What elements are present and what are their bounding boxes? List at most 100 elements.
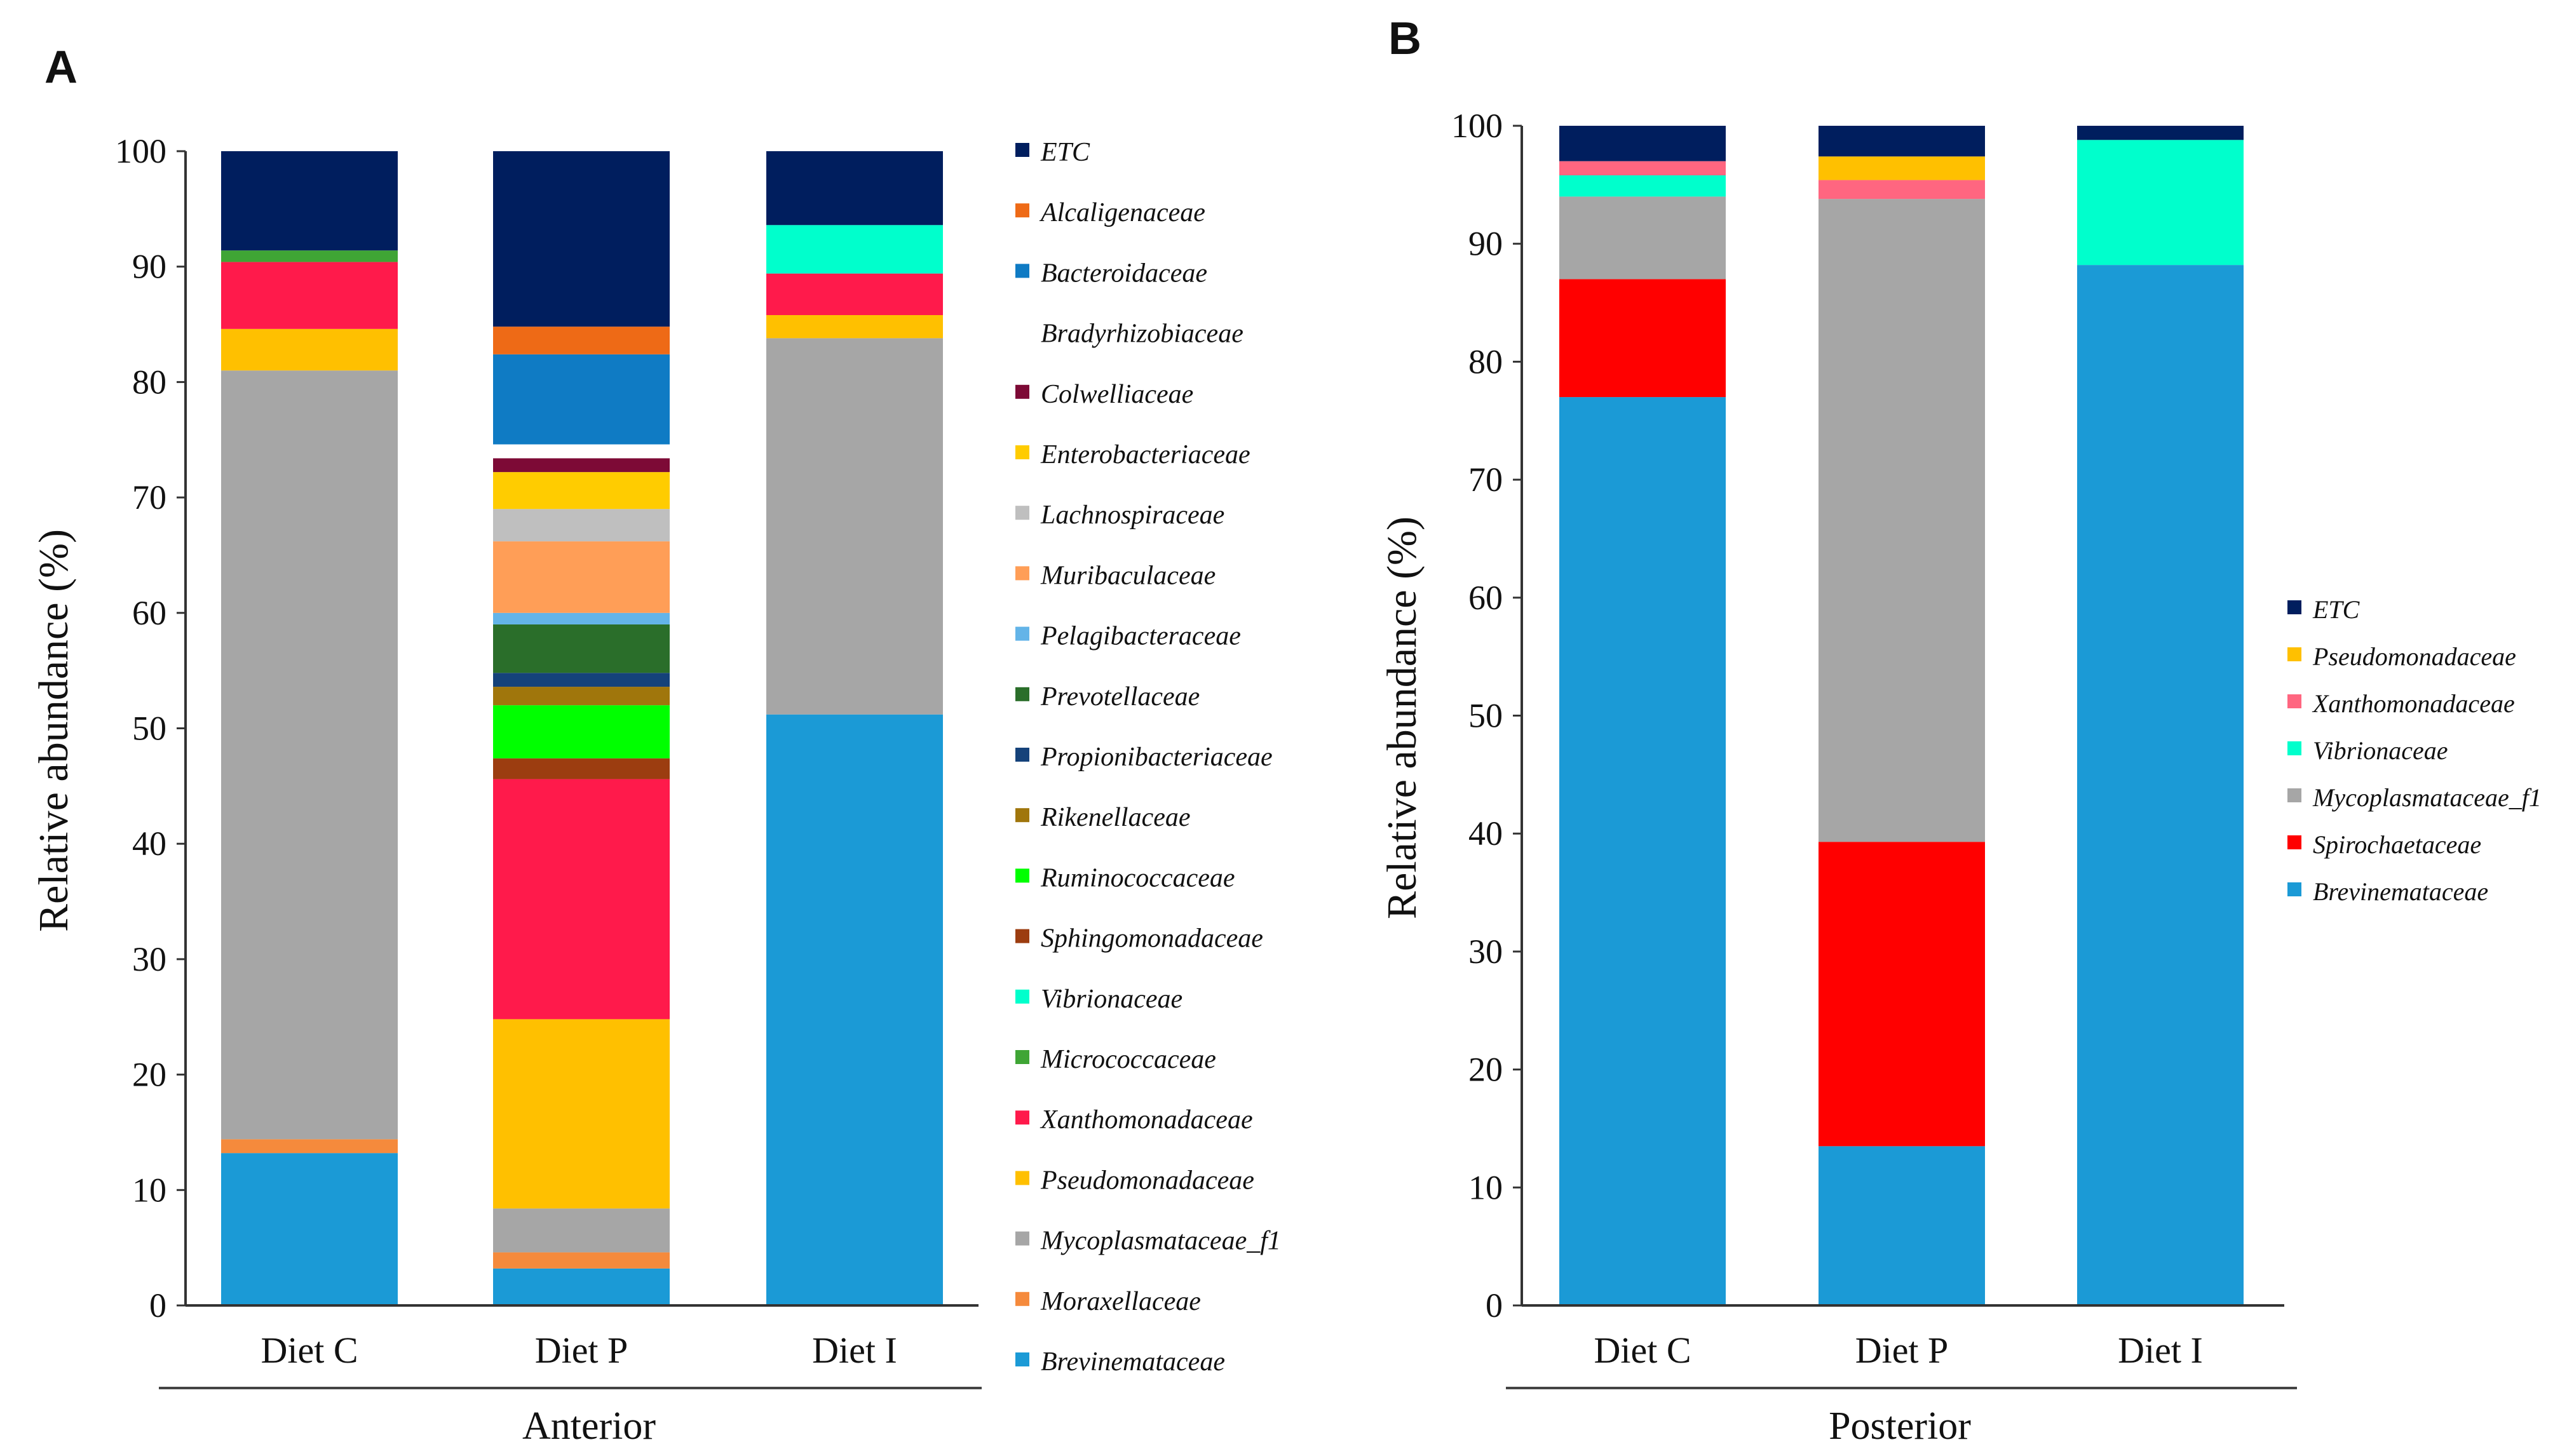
panel-a-bar-diet-p-mycoplasmataceae-f1 xyxy=(493,1208,670,1253)
panel-a-bar-diet-p-enterobacteriaceae xyxy=(493,472,670,509)
panel-a-legend-swatch-ruminococcaceae xyxy=(1015,868,1029,883)
panel-b-letter: B xyxy=(1388,13,1421,64)
panel-b-legend-swatch-xanthomonadaceae xyxy=(2287,694,2301,708)
panel-a-group-label: Anterior xyxy=(522,1405,656,1448)
panel-a-legend-swatch-micrococcaceae xyxy=(1015,1050,1029,1064)
panel-b-bar-diet-c-vibrionaceae xyxy=(1559,175,1726,197)
panel-a-y-tick-label: 30 xyxy=(132,940,166,978)
panel-a-bar-diet-i-xanthomonadaceae xyxy=(766,273,943,316)
panel-a-legend-label-rikenellaceae: Rikenellaceae xyxy=(1040,803,1191,832)
panel-b-y-tick-label: 30 xyxy=(1468,933,1503,971)
panel-a-legend-swatch-enterobacteriaceae xyxy=(1015,445,1029,459)
panel-b-legend-swatch-vibrionaceae xyxy=(2287,741,2301,755)
panel-b-x-tick-label: Diet P xyxy=(1855,1330,1949,1371)
panel-a-bar-diet-p-brevinemataceae xyxy=(493,1268,670,1305)
panel-a-legend-label-prevotellaceae: Prevotellaceae xyxy=(1040,682,1200,711)
panel-b-bar-diet-c-brevinemataceae xyxy=(1559,397,1726,1305)
panel-b-y-tick-label: 90 xyxy=(1468,225,1503,263)
panel-a-legend-label-brevinemataceae: Brevinemataceae xyxy=(1041,1347,1225,1377)
panel-a-legend-swatch-alcaligenaceae xyxy=(1015,203,1029,218)
panel-a-legend-swatch-prevotellaceae xyxy=(1015,687,1029,701)
panel-a-legend-swatch-mycoplasmataceae-f1 xyxy=(1015,1231,1029,1246)
panel-a-bar-diet-p-pseudomonadaceae xyxy=(493,1019,670,1209)
panel-a-bar-diet-c-micrococcaceae xyxy=(221,250,398,262)
panel-a-legend-label-pseudomonadaceae: Pseudomonadaceae xyxy=(1040,1166,1254,1195)
panel-a-legend: ETC Alcaligenaceae Bacteroidaceae Bradyrhiz… xyxy=(1015,138,1281,1377)
panel-a-y-tick-label: 50 xyxy=(132,710,166,748)
panel-b-bars xyxy=(1559,126,2244,1306)
panel-a-x-tick-label: Diet I xyxy=(812,1330,897,1371)
panel-b-x-tick-label: Diet C xyxy=(1594,1330,1691,1371)
panel-b-legend-label-brevinemataceae: Brevinemataceae xyxy=(2313,877,2488,906)
panel-b-bar-diet-c-xanthomonadaceae xyxy=(1559,161,1726,175)
panel-a-legend-label-ruminococcaceae: Ruminococcaceae xyxy=(1040,863,1235,893)
panel-b-legend-label-mycoplasmataceae-f1: Mycoplasmataceae_f1 xyxy=(2312,783,2542,812)
panel-a-bar-diet-c-brevinemataceae xyxy=(221,1153,398,1305)
panel-b-legend-label-pseudomonadaceae: Pseudomonadaceae xyxy=(2312,642,2516,671)
panel-a-legend-swatch-lachnospiraceae xyxy=(1015,506,1029,520)
panel-a-ylabel: Relative abundance (%) xyxy=(30,529,77,932)
panel-b-bar-diet-p-brevinemataceae xyxy=(1819,1146,1985,1305)
panel-a-y-tick-label: 10 xyxy=(132,1171,166,1209)
panel-a-bar-diet-p-muribaculaceae xyxy=(493,541,670,613)
panel-a-bar-diet-i-vibrionaceae xyxy=(766,225,943,274)
panel-a-legend-label-mycoplasmataceae-f1: Mycoplasmataceae_f1 xyxy=(1040,1227,1281,1256)
panel-b-y-tick-label: 10 xyxy=(1468,1168,1503,1206)
panel-a-axis: 0 10 20 30 40 50 60 70 80 90 100 Diet C Diet P Diet I xyxy=(115,132,979,1371)
panel-a-bar-diet-p-pelagibacteraceae xyxy=(493,612,670,624)
panel-b-x-tick-label: Diet I xyxy=(2118,1330,2203,1371)
panel-a-legend-swatch-vibrionaceae xyxy=(1015,989,1029,1004)
panel-b-bar-diet-i-vibrionaceae xyxy=(2077,140,2244,266)
panel-a-legend-label-propionibacteriaceae: Propionibacteriaceae xyxy=(1040,743,1273,772)
panel-b-y-tick-label: 0 xyxy=(1486,1286,1503,1325)
panel-a-bar-diet-i-brevinemataceae xyxy=(766,714,943,1305)
panel-a-bar-diet-p-ruminococcaceae xyxy=(493,705,670,758)
panel-a-legend-swatch-pelagibacteraceae xyxy=(1015,626,1029,641)
panel-a-legend-label-moraxellaceae: Moraxellaceae xyxy=(1040,1287,1201,1316)
panel-a-legend-swatch-bacteroidaceae xyxy=(1015,264,1029,278)
panel-a-legend-label-vibrionaceae: Vibrionaceae xyxy=(1041,985,1182,1014)
panel-a-bar-diet-p-sphingomonadaceae xyxy=(493,758,670,779)
panel-a-legend-swatch-propionibacteriaceae xyxy=(1015,748,1029,762)
panel-b-bar-diet-i-brevinemataceae xyxy=(2077,265,2244,1306)
panel-b-legend-label-xanthomonadaceae: Xanthomonadaceae xyxy=(2312,689,2515,718)
panel-a-y-tick-label: 0 xyxy=(149,1286,166,1325)
panel-a-legend-swatch-brevinemataceae xyxy=(1015,1352,1029,1366)
panel-b-legend-swatch-spirochaetaceae xyxy=(2287,835,2301,849)
panel-a-legend-label-pelagibacteraceae: Pelagibacteraceae xyxy=(1040,622,1241,651)
panel-a-bar-diet-i-pseudomonadaceae xyxy=(766,315,943,339)
panel-a-legend-label-bradyrhizobiaceae: Bradyrhizobiaceae xyxy=(1041,320,1243,349)
panel-b-bar-diet-p-xanthomonadaceae xyxy=(1819,180,1985,199)
panel-a-legend-swatch-pseudomonadaceae xyxy=(1015,1171,1029,1185)
panel-a-legend-label-lachnospiraceae: Lachnospiraceae xyxy=(1040,501,1224,530)
panel-b-y-tick-label: 50 xyxy=(1468,697,1503,735)
panel-a-legend-label-micrococcaceae: Micrococcaceae xyxy=(1040,1045,1216,1074)
panel-a-legend-label-sphingomonadaceae: Sphingomonadaceae xyxy=(1041,924,1263,954)
panel-a-y-tick-label: 60 xyxy=(132,594,166,632)
panel-a-letter: A xyxy=(44,42,78,93)
panel-b-legend-label-etc: ETC xyxy=(2312,595,2361,624)
panel-b-y-tick-label: 80 xyxy=(1468,342,1503,381)
panel-a-y-tick-label: 100 xyxy=(115,132,166,170)
panel-b-y-tick-label: 100 xyxy=(1451,107,1503,145)
panel-a-legend-swatch-rikenellaceae xyxy=(1015,808,1029,823)
panel-a-bar-diet-p-prevotellaceae xyxy=(493,624,670,673)
panel-a-y-tick-label: 90 xyxy=(132,248,166,286)
panel-a-bar-diet-i-etc xyxy=(766,151,943,226)
panel-a-legend-swatch-muribaculaceae xyxy=(1015,566,1029,581)
panel-b-y-tick-label: 70 xyxy=(1468,461,1503,499)
panel-a-bar-diet-c-pseudomonadaceae xyxy=(221,328,398,371)
panel-a-bar-diet-p-rikenellaceae xyxy=(493,687,670,706)
panel-b-group-label: Posterior xyxy=(1829,1405,1971,1448)
panel-b-legend-label-spirochaetaceae: Spirochaetaceae xyxy=(2313,830,2481,859)
panel-a-x-tick-label: Diet C xyxy=(261,1330,358,1371)
panel-b-legend-swatch-mycoplasmataceae-f1 xyxy=(2287,788,2301,802)
panel-b-y-tick-label: 40 xyxy=(1468,814,1503,853)
panel-a-bar-diet-p-etc xyxy=(493,151,670,327)
panel-a-bar-diet-p-colwelliaceae xyxy=(493,458,670,473)
panel-a-legend-swatch-sphingomonadaceae xyxy=(1015,929,1029,943)
panel-b-legend: ETC Pseudomonadaceae Xanthomonadaceae Vibri… xyxy=(2287,595,2542,906)
panel-b-bar-diet-c-mycoplasmataceae-f1 xyxy=(1559,196,1726,280)
panel-a-y-tick-label: 80 xyxy=(132,363,166,401)
panel-a-bar-diet-c-mycoplasmataceae-f1 xyxy=(221,370,398,1140)
